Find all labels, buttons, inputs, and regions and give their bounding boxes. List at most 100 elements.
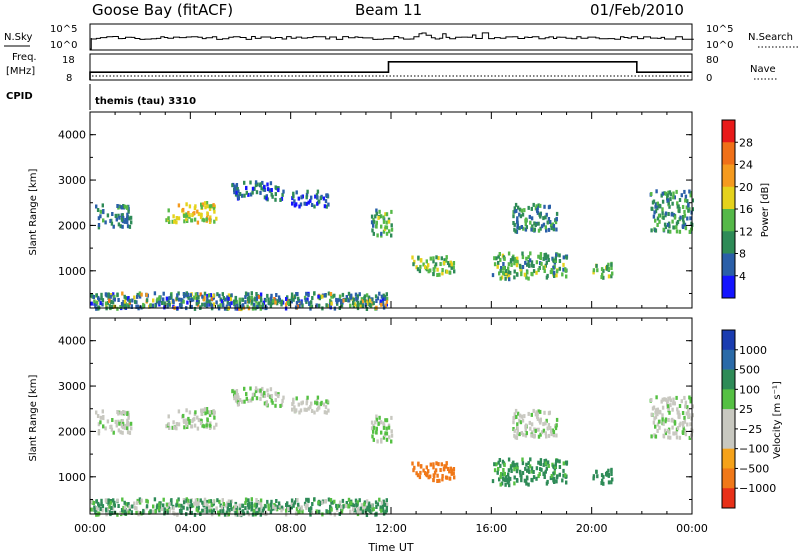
velocity-cell <box>290 502 294 507</box>
velocity-cell <box>313 410 316 415</box>
power-cell <box>126 216 129 221</box>
velocity-cell <box>530 433 533 438</box>
velocity-cell <box>254 511 258 516</box>
velocity-cell <box>193 423 197 428</box>
power-cell <box>382 229 386 234</box>
power-cell <box>677 204 680 209</box>
power-cell <box>558 259 562 263</box>
power-cell <box>127 207 130 212</box>
velocity-cell <box>249 398 253 403</box>
power-cell <box>676 201 679 206</box>
velocity-cell <box>90 507 93 512</box>
velocity-cell <box>356 500 359 505</box>
velocity-cell <box>433 474 436 479</box>
power-cell <box>530 260 534 265</box>
power-cell <box>495 256 498 261</box>
power-cell <box>234 186 237 191</box>
velocity-cell <box>331 500 335 505</box>
power-cell <box>158 296 161 301</box>
power-cell <box>199 292 202 297</box>
y-tick-label: 4000 <box>58 129 86 142</box>
velocity-cell <box>503 472 506 477</box>
power-cell <box>493 256 496 261</box>
power-cell <box>531 224 534 229</box>
velocity-cell <box>177 497 180 502</box>
velocity-cell <box>98 503 101 508</box>
power-cell <box>448 263 451 268</box>
power-cell <box>385 220 388 225</box>
power-cell <box>331 294 335 299</box>
velocity-cell <box>318 405 321 410</box>
power-cell <box>120 205 123 210</box>
velocity-cell <box>549 426 552 430</box>
power-cell <box>356 294 359 299</box>
velocity-cell <box>525 462 528 467</box>
velocity-cell <box>304 503 307 508</box>
power-cell <box>291 201 294 206</box>
power-cell <box>110 305 114 309</box>
power-cell <box>523 272 527 277</box>
velocity-cell <box>448 469 451 474</box>
power-cell <box>324 293 327 298</box>
power-cell <box>151 303 154 308</box>
velocity-cell <box>338 500 342 505</box>
velocity-cell <box>169 499 173 504</box>
power-cell <box>533 221 536 226</box>
power-cell <box>535 208 539 212</box>
velocity-cell <box>436 473 439 478</box>
velocity-cell <box>667 418 670 422</box>
velocity-cell <box>325 399 328 404</box>
velocity-cell <box>453 475 456 480</box>
power-cell <box>547 205 551 210</box>
velocity-cell <box>446 467 450 471</box>
velocity-cell <box>212 499 215 504</box>
power-cell <box>370 214 374 219</box>
power-cell <box>558 266 561 271</box>
power-cell <box>499 268 502 273</box>
velocity-cell <box>521 418 525 423</box>
velocity-cell <box>607 473 611 477</box>
power-cell <box>525 225 528 230</box>
velocity-cell <box>518 418 521 423</box>
power-cell <box>384 303 387 308</box>
power-cell <box>325 303 328 308</box>
colorbar-segment <box>722 409 735 430</box>
power-cell <box>250 291 253 296</box>
velocity-cell <box>369 504 372 509</box>
power-cell <box>210 296 214 301</box>
velocity-cell <box>353 508 357 513</box>
freq-step-line <box>89 61 692 80</box>
power-cell <box>539 252 543 257</box>
colorbar-tick-label: −1000 <box>739 482 776 495</box>
power-cell <box>296 304 299 309</box>
power-cell <box>300 195 303 200</box>
velocity-cell <box>375 417 378 422</box>
velocity-cell <box>255 500 259 505</box>
velocity-cell <box>658 425 661 430</box>
velocity-cell <box>664 417 668 422</box>
power-cell <box>514 259 517 263</box>
velocity-cell <box>162 497 165 502</box>
power-cell <box>561 272 564 277</box>
power-cell <box>385 296 389 301</box>
power-cell <box>375 208 378 213</box>
power-cell <box>513 206 516 211</box>
velocity-cell <box>156 503 159 508</box>
power-cell <box>450 262 453 267</box>
velocity-cell <box>661 397 664 402</box>
nsky-tick-bottom: 10^0 <box>50 40 77 51</box>
power-cell <box>667 198 670 203</box>
power-cell <box>123 299 127 304</box>
velocity-cell <box>668 430 671 435</box>
nsky-tick-top: 10^5 <box>50 24 77 35</box>
power-cell <box>106 213 110 218</box>
cpid-label: CPID <box>6 91 33 102</box>
power-cell <box>507 262 511 267</box>
power-cell <box>502 271 505 276</box>
power-cell <box>301 303 304 308</box>
power-cell <box>113 294 116 299</box>
velocity-cell <box>562 473 565 478</box>
power-cell <box>687 208 690 213</box>
power-cell <box>274 300 277 305</box>
